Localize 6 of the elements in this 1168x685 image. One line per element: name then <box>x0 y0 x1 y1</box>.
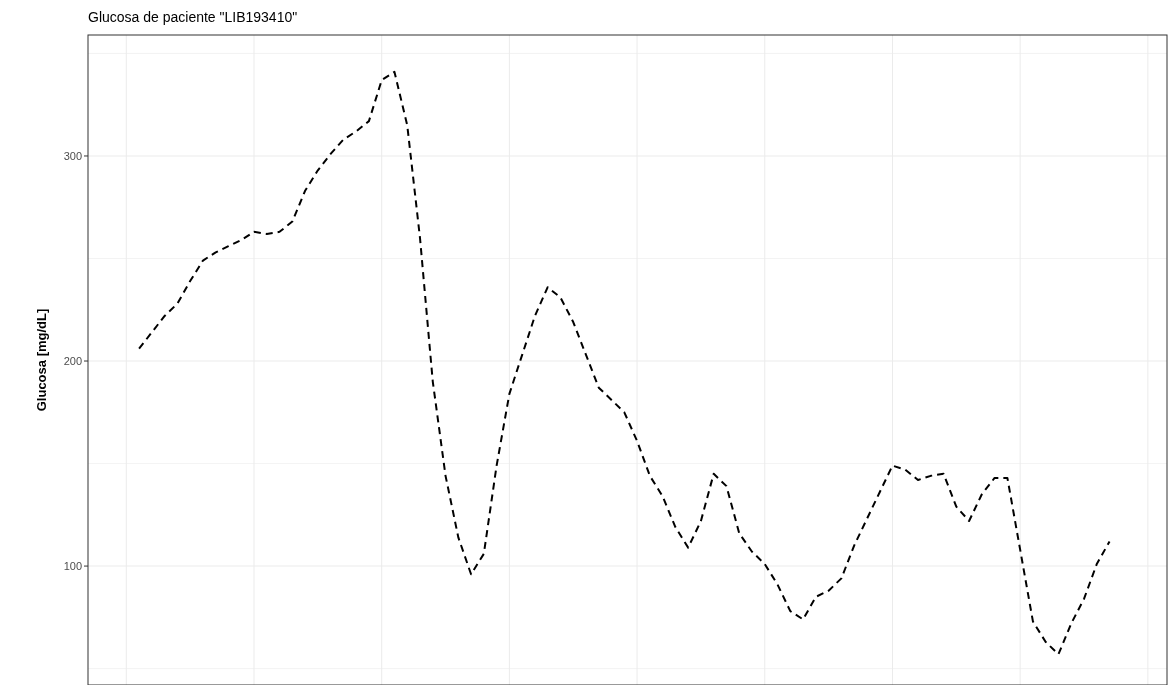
chart-title: Glucosa de paciente "LIB193410" <box>88 9 298 25</box>
y-tick-label: 100 <box>63 559 82 572</box>
y-axis-title: Glucosa [mg/dL] <box>34 308 49 412</box>
line-series <box>138 70 1111 656</box>
y-tick-label: 200 <box>63 354 82 367</box>
y-tick-label: 300 <box>63 149 82 162</box>
